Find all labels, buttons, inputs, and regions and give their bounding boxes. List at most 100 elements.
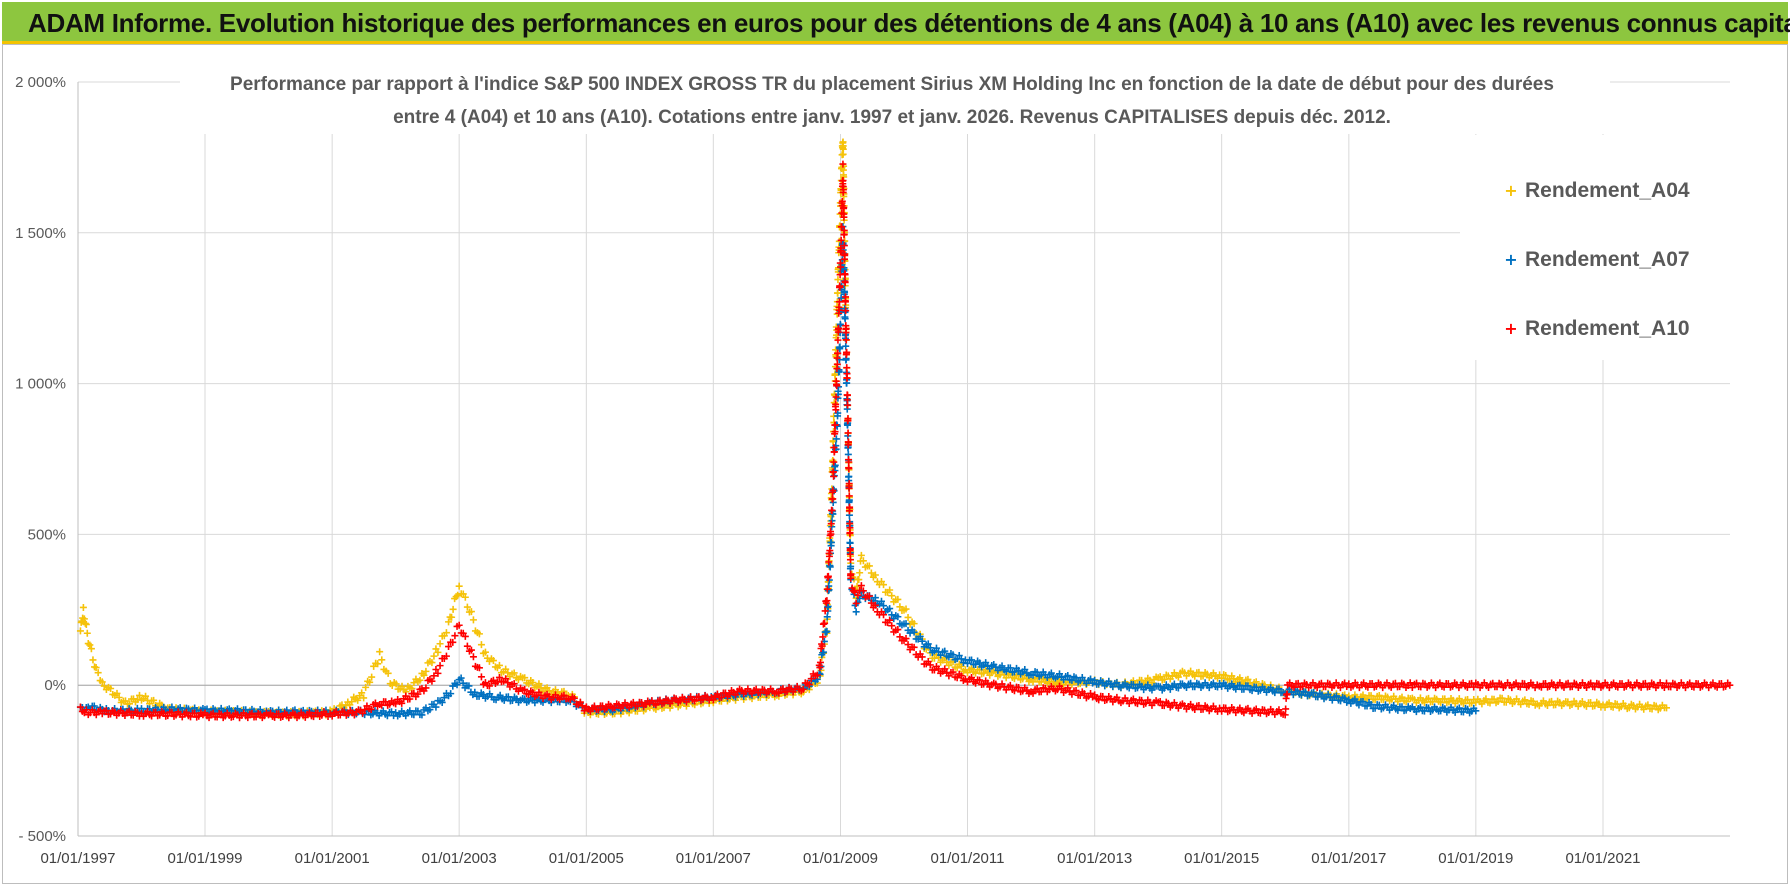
data-point-rendement-a07 bbox=[871, 594, 879, 602]
data-point-rendement-a04 bbox=[1502, 698, 1510, 706]
data-point-rendement-a10 bbox=[1080, 690, 1088, 698]
data-point-rendement-a07 bbox=[820, 648, 828, 656]
data-point-rendement-a07 bbox=[918, 637, 926, 645]
data-point-rendement-a04 bbox=[1529, 697, 1537, 705]
data-point-rendement-a10 bbox=[1099, 693, 1107, 701]
data-point-rendement-a07 bbox=[902, 620, 910, 628]
data-point-rendement-a10 bbox=[935, 665, 943, 673]
data-point-rendement-a10 bbox=[310, 713, 318, 721]
data-point-rendement-a07 bbox=[1064, 672, 1072, 680]
data-point-rendement-a07 bbox=[1420, 707, 1428, 715]
data-point-rendement-a10 bbox=[847, 574, 855, 582]
data-point-rendement-a10 bbox=[1663, 679, 1670, 687]
data-point-rendement-a10 bbox=[445, 643, 453, 651]
data-point-rendement-a07 bbox=[1314, 693, 1322, 701]
data-point-rendement-a10 bbox=[859, 587, 867, 595]
data-point-rendement-a10 bbox=[578, 702, 586, 710]
y-tick-label: 500% bbox=[28, 526, 66, 543]
data-point-rendement-a10 bbox=[819, 633, 827, 641]
x-tick-label: 01/01/2003 bbox=[422, 850, 497, 867]
x-tick-label: 01/01/2007 bbox=[676, 850, 751, 867]
data-point-rendement-a10 bbox=[842, 325, 850, 333]
data-point-rendement-a07 bbox=[1310, 688, 1318, 696]
data-point-rendement-a04 bbox=[831, 370, 839, 378]
data-point-rendement-a10 bbox=[1091, 691, 1099, 699]
data-point-rendement-a10 bbox=[148, 712, 156, 720]
data-point-rendement-a10 bbox=[845, 480, 853, 488]
data-point-rendement-a07 bbox=[176, 704, 184, 712]
data-point-rendement-a10 bbox=[842, 293, 850, 301]
data-point-rendement-a04 bbox=[1402, 698, 1410, 706]
series-rendement-a10 bbox=[76, 160, 1734, 722]
x-tick-label: 01/01/2011 bbox=[931, 850, 1005, 867]
data-point-rendement-a04 bbox=[1037, 678, 1045, 686]
data-point-rendement-a10 bbox=[398, 699, 406, 707]
data-point-rendement-a10 bbox=[845, 492, 853, 500]
data-point-rendement-a04 bbox=[348, 698, 356, 706]
y-tick-label: 1 500% bbox=[15, 225, 66, 242]
data-point-rendement-a07 bbox=[1297, 691, 1305, 699]
data-point-rendement-a04 bbox=[461, 593, 469, 601]
data-point-rendement-a10 bbox=[844, 429, 852, 437]
data-point-rendement-a10 bbox=[842, 336, 850, 344]
data-point-rendement-a10 bbox=[191, 709, 199, 717]
data-point-rendement-a04 bbox=[1564, 698, 1572, 706]
data-point-rendement-a10 bbox=[839, 176, 847, 184]
data-point-rendement-a10 bbox=[976, 676, 984, 684]
data-point-rendement-a10 bbox=[449, 638, 457, 646]
data-point-rendement-a07 bbox=[1302, 688, 1309, 696]
data-point-rendement-a07 bbox=[1174, 684, 1182, 692]
data-point-rendement-a10 bbox=[382, 698, 390, 706]
data-point-rendement-a04 bbox=[428, 659, 436, 667]
data-point-rendement-a10 bbox=[378, 701, 386, 709]
data-point-rendement-a07 bbox=[968, 656, 976, 664]
data-point-rendement-a10 bbox=[1283, 690, 1291, 698]
data-point-rendement-a10 bbox=[603, 704, 611, 712]
legend-marker-a10: + bbox=[1504, 319, 1517, 338]
data-point-rendement-a10 bbox=[463, 642, 471, 650]
data-point-rendement-a10 bbox=[845, 458, 853, 466]
data-point-rendement-a04 bbox=[1605, 699, 1613, 707]
data-point-rendement-a04 bbox=[504, 669, 512, 677]
data-point-rendement-a10 bbox=[968, 674, 976, 682]
data-point-rendement-a04 bbox=[376, 648, 384, 656]
data-point-rendement-a10 bbox=[485, 682, 493, 690]
data-point-rendement-a10 bbox=[529, 688, 537, 696]
data-point-rendement-a10 bbox=[852, 599, 860, 607]
data-point-rendement-a10 bbox=[837, 263, 845, 271]
data-point-rendement-a10 bbox=[835, 324, 843, 332]
data-point-rendement-a07 bbox=[829, 510, 837, 518]
series-rendement-a04 bbox=[76, 119, 1670, 720]
data-point-rendement-a04 bbox=[477, 641, 485, 649]
data-point-rendement-a10 bbox=[949, 668, 957, 676]
data-point-rendement-a04 bbox=[463, 603, 471, 611]
data-point-rendement-a07 bbox=[841, 288, 849, 296]
data-point-rendement-a07 bbox=[847, 562, 855, 570]
data-point-rendement-a04 bbox=[475, 630, 483, 638]
data-point-rendement-a04 bbox=[1437, 698, 1445, 706]
data-point-rendement-a10 bbox=[525, 690, 533, 698]
data-point-rendement-a10 bbox=[1641, 679, 1649, 687]
data-point-rendement-a10 bbox=[213, 713, 221, 721]
x-tick-label: 01/01/1999 bbox=[167, 850, 242, 867]
data-point-rendement-a10 bbox=[1037, 688, 1045, 696]
data-point-rendement-a07 bbox=[836, 343, 844, 351]
data-point-rendement-a07 bbox=[837, 294, 845, 302]
data-point-rendement-a10 bbox=[502, 675, 510, 683]
data-point-rendement-a10 bbox=[799, 685, 807, 693]
data-point-rendement-a04 bbox=[79, 603, 87, 611]
data-point-rendement-a04 bbox=[1648, 705, 1656, 713]
data-point-rendement-a04 bbox=[886, 586, 894, 594]
x-tick-label: 01/01/1997 bbox=[40, 850, 115, 867]
data-point-rendement-a10 bbox=[779, 685, 787, 693]
data-point-rendement-a10 bbox=[434, 669, 442, 677]
data-point-rendement-a07 bbox=[1341, 694, 1349, 702]
data-point-rendement-a10 bbox=[823, 585, 831, 593]
data-point-rendement-a04 bbox=[86, 641, 94, 649]
data-point-rendement-a04 bbox=[467, 608, 475, 616]
data-point-rendement-a04 bbox=[368, 673, 376, 681]
data-point-rendement-a04 bbox=[1429, 698, 1437, 706]
data-point-rendement-a04 bbox=[82, 620, 90, 628]
data-point-rendement-a10 bbox=[638, 699, 646, 707]
